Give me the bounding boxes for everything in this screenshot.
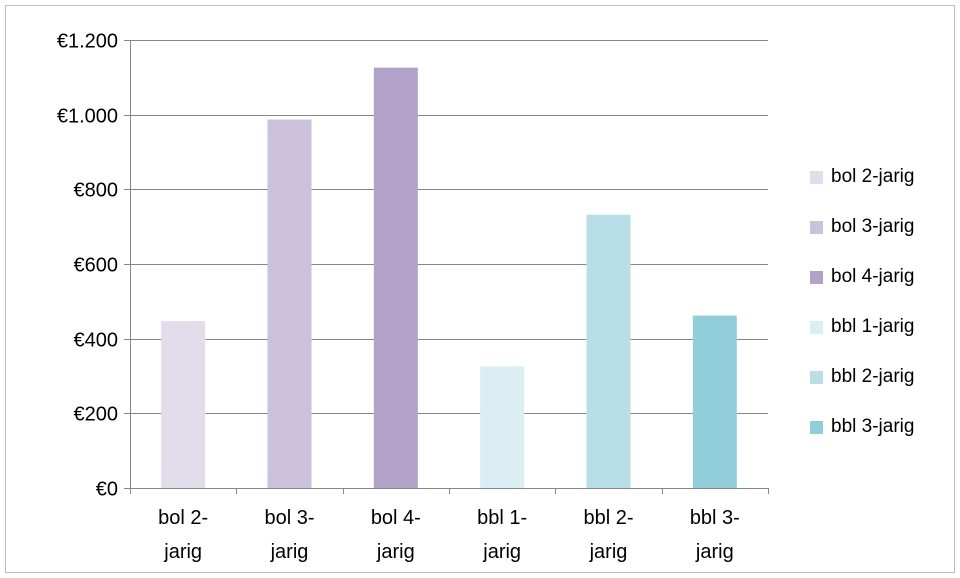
x-category-label: jarig (376, 541, 415, 563)
x-category-label: bbl 1- (477, 507, 527, 529)
y-tick-labels: €0 €200 €400 €600 €800 €1.000 €1.200 (57, 31, 118, 501)
y-tick-label: €200 (74, 404, 119, 426)
legend-item: bbl 1-jarig (810, 315, 914, 339)
x-category-label: bol 4- (371, 507, 421, 529)
x-category-label: bbl 2- (583, 507, 633, 529)
x-category-labels: bol 2- jarig bol 3- jarig bol 4- jarig bbl 1- j… (158, 507, 740, 563)
y-tick-label: €600 (74, 255, 119, 277)
x-category-label: bol 2- (158, 507, 208, 529)
y-tick-label: €0 (96, 479, 118, 501)
bar (161, 321, 206, 488)
y-tick-label: €1.000 (57, 106, 118, 128)
bar (373, 67, 418, 489)
legend-label: bol 2-jarig (831, 166, 915, 187)
legend-item: bbl 3-jarig (810, 415, 914, 439)
y-tick-label: €400 (74, 330, 119, 352)
bar (267, 119, 312, 489)
legend-item: bbl 2-jarig (810, 365, 914, 389)
legend-item: bol 2-jarig (810, 165, 914, 189)
legend-item: bol 4-jarig (810, 265, 914, 289)
bar (586, 214, 631, 488)
legend-item: bol 3-jarig (810, 215, 914, 239)
legend-swatch (810, 370, 823, 384)
x-category-label: jarig (482, 541, 521, 563)
x-category-label: bol 3- (264, 507, 314, 529)
legend-swatch (810, 420, 823, 434)
axes (124, 40, 769, 494)
x-category-label: jarig (163, 541, 202, 563)
x-category-label: jarig (695, 541, 734, 563)
x-category-label: jarig (589, 541, 628, 563)
legend-label: bbl 1-jarig (831, 316, 915, 337)
legend-swatch (810, 270, 823, 284)
legend-swatch (810, 170, 823, 184)
legend-swatch (810, 320, 823, 334)
gridlines (130, 40, 768, 414)
legend-label: bbl 3-jarig (831, 416, 915, 437)
legend-label: bol 4-jarig (831, 266, 915, 287)
bars (161, 67, 737, 489)
legend-label: bbl 2-jarig (831, 366, 915, 387)
y-tick-label: €800 (74, 180, 119, 202)
bar (692, 315, 737, 488)
y-tick-label: €1.200 (57, 31, 118, 53)
legend-swatch (810, 220, 823, 234)
x-category-label: bbl 3- (690, 507, 740, 529)
x-category-label: jarig (270, 541, 309, 563)
legend-label: bol 3-jarig (831, 216, 915, 237)
bar (480, 366, 525, 488)
